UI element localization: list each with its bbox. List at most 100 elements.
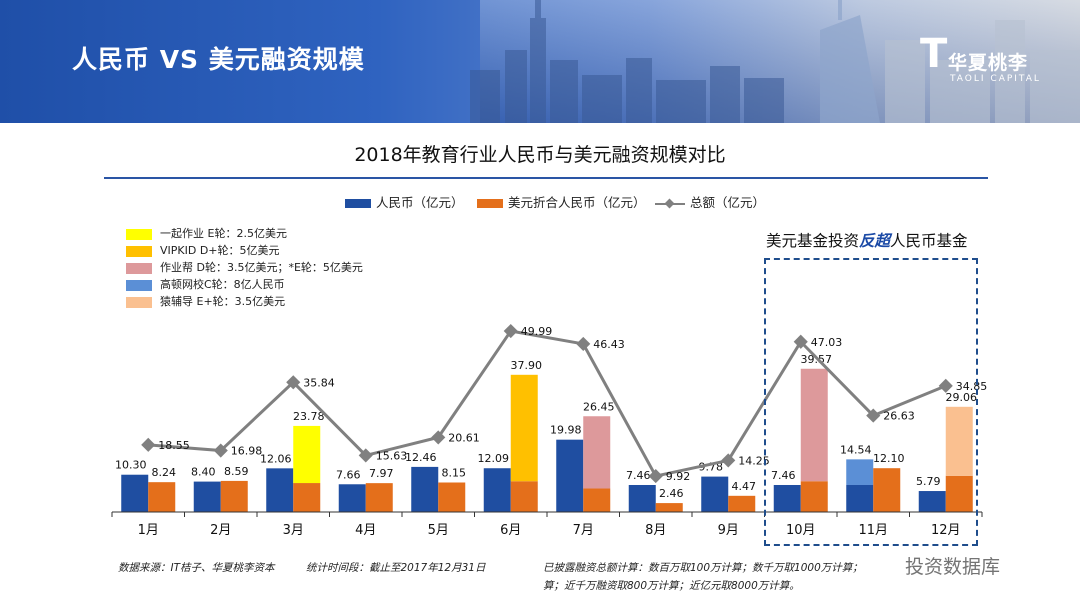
data-label-total-2: 16.98	[231, 445, 263, 458]
callout-prefix: 美元基金投资	[766, 232, 860, 250]
round-item-gaodun: 高顿网校C轮：8亿人民币	[126, 276, 285, 292]
round-swatch	[126, 228, 152, 240]
header-banner: 人民币 VS 美元融资规模 T 华夏桃李 TAOLI CAPITAL	[0, 0, 1080, 123]
round-swatch	[126, 296, 152, 308]
bar-usd-highlight-12	[945, 406, 973, 476]
legend-swatch-rmb	[345, 199, 371, 208]
data-label-total-8: 9.92	[666, 470, 691, 483]
round-label: VIPKID D+轮：5亿美元	[160, 244, 280, 257]
round-item-yuanfudao: 猿辅导 E+轮：3.5亿美元	[126, 293, 285, 309]
callout-highlight: 反超	[859, 232, 891, 250]
bar-rmb-12	[918, 491, 946, 512]
total-point-8	[648, 469, 663, 484]
data-label-usd-3: 23.78	[293, 410, 325, 423]
x-tick-label-5: 5月	[428, 523, 449, 538]
legend-swatch-total	[655, 198, 685, 210]
bar-rmb-2	[193, 481, 221, 512]
bar-usd-7	[583, 488, 611, 512]
logo-mark: T	[920, 31, 948, 77]
total-point-1	[141, 437, 156, 452]
legend-item-rmb: 人民币（亿元）	[345, 192, 464, 211]
bar-rmb-7	[556, 439, 584, 512]
page-title: 人民币 VS 美元融资规模	[72, 45, 365, 74]
round-item-zuoyebang: 作业帮 D轮：3.5亿美元；*E轮：5亿美元	[126, 259, 363, 275]
legend-item-total: 总额（亿元）	[655, 192, 765, 211]
bar-usd-5	[438, 482, 466, 512]
total-point-5	[431, 430, 446, 445]
data-label-rmb-3: 12.06	[260, 452, 292, 465]
data-label-usd-12: 29.06	[946, 391, 978, 404]
data-label-rmb-5: 12.46	[405, 451, 437, 464]
bar-usd-9	[728, 495, 756, 512]
callout-suffix: 人民币基金	[890, 232, 968, 250]
footer-note-1: 已披露融资总额计算：数百万取100万计算；数千万取1000万计算；	[543, 562, 863, 574]
data-label-rmb-7: 19.98	[550, 424, 582, 437]
data-label-usd-7: 26.45	[583, 400, 615, 413]
x-tick-label-12: 12月	[931, 523, 961, 538]
data-label-total-12: 34.85	[956, 380, 988, 393]
data-label-total-3: 35.84	[303, 376, 335, 389]
data-label-usd-1: 8.24	[152, 466, 177, 479]
data-label-rmb-8: 7.46	[626, 469, 651, 482]
data-label-usd-11: 12.10	[873, 452, 905, 465]
round-item-yiqizuoye: 一起作业 E轮：2.5亿美元	[126, 225, 287, 241]
total-point-10	[793, 334, 808, 349]
data-label-usd-9: 4.47	[732, 480, 757, 493]
x-tick-label-8: 8月	[645, 523, 666, 538]
total-point-2	[213, 443, 228, 458]
title-divider	[104, 177, 988, 179]
bar-usd-1	[148, 482, 176, 512]
data-label-total-4: 15.63	[376, 449, 408, 462]
x-tick-label-10: 10月	[786, 523, 816, 538]
city-skyline-image	[470, 0, 1080, 123]
bar-usd-8	[655, 503, 683, 512]
round-label: 猿辅导 E+轮：3.5亿美元	[160, 295, 286, 308]
data-label-total-11: 26.63	[883, 410, 915, 423]
footer-source: 数据来源：IT桔子、华夏桃李资本	[118, 562, 275, 574]
total-point-3	[286, 375, 301, 390]
bar-usd-12	[945, 475, 973, 512]
logo-name-en: TAOLI CAPITAL	[950, 74, 1041, 84]
legend-item-usd: 美元折合人民币（亿元）	[477, 192, 646, 211]
footer-period: 统计时间段：截止至2017年12月31日	[306, 562, 486, 574]
data-label-rmb-1: 10.30	[115, 459, 147, 472]
total-point-11	[866, 408, 881, 423]
highlight-box-oct-dec	[764, 258, 978, 546]
legend-label-usd: 美元折合人民币（亿元）	[508, 195, 646, 210]
bar-usd-4	[365, 483, 393, 512]
chart-title: 2018年教育行业人民币与美元融资规模对比	[354, 144, 726, 166]
data-label-rmb-4: 7.66	[336, 468, 361, 481]
total-point-12	[938, 378, 953, 393]
round-swatch	[126, 245, 152, 257]
data-label-rmb-11: 14.54	[840, 443, 872, 456]
bar-usd-6	[510, 481, 538, 512]
bar-usd-11	[873, 468, 901, 512]
legend-swatch-usd	[477, 199, 503, 208]
x-tick-label-11: 11月	[858, 523, 888, 538]
legend-label-total: 总额（亿元）	[690, 195, 766, 210]
callout-usd-overtakes-rmb: 美元基金投资反超人民币基金	[766, 229, 968, 251]
bar-rmb-1	[121, 474, 149, 512]
data-label-total-6: 49.99	[521, 325, 553, 338]
x-tick-label-2: 2月	[210, 523, 231, 538]
bar-rmb-8	[628, 484, 656, 512]
data-label-total-1: 18.55	[158, 439, 190, 452]
total-line	[148, 329, 947, 478]
bar-usd-highlight-10	[800, 368, 828, 482]
bar-usd-highlight-7	[583, 416, 611, 489]
x-tick-label-9: 9月	[718, 523, 739, 538]
x-tick-label-7: 7月	[573, 523, 594, 538]
total-point-7	[576, 336, 591, 351]
data-label-usd-8: 2.46	[659, 487, 684, 500]
round-swatch	[126, 279, 152, 291]
bar-usd-highlight-6	[510, 374, 538, 482]
round-label: 作业帮 D轮：3.5亿美元；*E轮：5亿美元	[160, 261, 363, 274]
bar-rmb-5	[411, 466, 439, 512]
data-label-rmb-10: 7.46	[771, 469, 796, 482]
round-swatch	[126, 262, 152, 274]
data-label-usd-6: 37.90	[511, 359, 543, 372]
data-label-total-5: 20.61	[448, 431, 480, 444]
wechat-watermark: 投资数据库	[905, 556, 1001, 578]
x-tick-label-3: 3月	[283, 523, 304, 538]
